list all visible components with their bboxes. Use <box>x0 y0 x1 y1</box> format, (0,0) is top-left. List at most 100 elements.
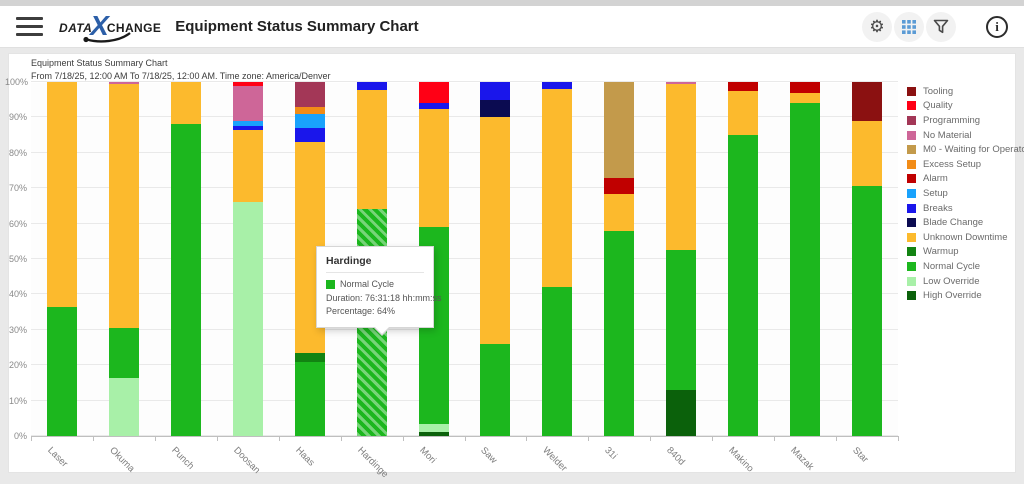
bar-segment-unknown-downtime[interactable] <box>852 120 883 187</box>
bar-segment-breaks[interactable] <box>356 82 387 90</box>
legend-swatch <box>907 247 916 257</box>
gridline <box>31 258 898 259</box>
bar-segment-unknown-downtime[interactable] <box>666 84 697 251</box>
legend-item[interactable]: Unknown Downtime <box>907 230 1024 245</box>
bar-segment-alarm[interactable] <box>728 82 759 91</box>
menu-button[interactable] <box>16 17 43 36</box>
x-axis-label: 840d <box>664 445 688 468</box>
bar-segment-quality[interactable] <box>418 82 449 104</box>
bar-segment-low-override[interactable] <box>232 202 263 436</box>
legend-item[interactable]: Alarm <box>907 172 1024 187</box>
gridline <box>31 222 898 224</box>
bar-segment-breaks[interactable] <box>418 103 449 109</box>
legend-item[interactable]: High Override <box>907 288 1024 303</box>
bar-segment-high-override[interactable] <box>418 431 449 436</box>
bar-segment-unknown-downtime[interactable] <box>170 82 201 125</box>
bar-segment-normal-cycle[interactable] <box>170 124 201 436</box>
app-header: DATA X CHANGE Equipment Status Summary C… <box>0 6 1024 48</box>
bar-segment-no-material[interactable] <box>666 82 697 85</box>
bar-segment-warmup[interactable] <box>294 352 325 362</box>
bar-segment-normal-cycle[interactable] <box>46 306 77 436</box>
header-icons: ⚙ i <box>860 11 1008 42</box>
bar-segment-m0-waiting-for-operator[interactable] <box>604 82 635 178</box>
x-axis-label: Punch <box>169 445 196 472</box>
legend-item[interactable]: Tooling <box>907 84 1024 99</box>
bar-segment-setup[interactable] <box>232 120 263 127</box>
bar-segment-no-material[interactable] <box>108 82 139 84</box>
bar-segment-unknown-downtime[interactable] <box>480 117 511 344</box>
tooltip-series-label: Normal Cycle <box>340 279 395 289</box>
legend-item[interactable]: Excess Setup <box>907 157 1024 172</box>
gridline <box>31 187 898 189</box>
bar-segment-unknown-downtime[interactable] <box>542 89 573 288</box>
bar-segment-normal-cycle[interactable] <box>790 103 821 436</box>
legend-label: Setup <box>923 187 948 199</box>
legend-item[interactable]: Blade Change <box>907 215 1024 230</box>
x-axis-label: Welder <box>540 445 570 474</box>
x-axis-label: Haas <box>292 445 317 469</box>
bar-segment-quality[interactable] <box>232 82 263 86</box>
bar-segment-normal-cycle[interactable] <box>666 250 697 390</box>
bar-segment-unknown-downtime[interactable] <box>790 92 821 104</box>
bar-segment-breaks[interactable] <box>232 126 263 130</box>
legend-label: Alarm <box>923 173 948 185</box>
legend-item[interactable]: Normal Cycle <box>907 259 1024 274</box>
legend-swatch <box>907 276 916 286</box>
bar-segment-alarm[interactable] <box>790 82 821 93</box>
bar-segment-low-override[interactable] <box>418 423 449 432</box>
bar-segment-normal-cycle[interactable] <box>852 186 883 436</box>
bar-segment-unknown-downtime[interactable] <box>728 90 759 136</box>
settings-button[interactable]: ⚙ <box>862 11 892 42</box>
bar-segment-breaks[interactable] <box>542 82 573 90</box>
x-axis-tick <box>898 436 899 441</box>
bar-segment-breaks[interactable] <box>294 128 325 143</box>
x-axis-tick <box>340 436 342 441</box>
legend-item[interactable]: Setup <box>907 186 1024 201</box>
legend-item[interactable]: M0 - Waiting for Operator <box>907 142 1024 157</box>
bar-segment-unknown-downtime[interactable] <box>418 108 449 228</box>
bar-segment-tooling[interactable] <box>852 82 883 121</box>
x-axis-tick <box>92 436 94 441</box>
bar-segment-normal-cycle[interactable] <box>108 328 139 378</box>
legend-item[interactable]: Programming <box>907 113 1024 128</box>
bar-segment-alarm[interactable] <box>604 177 635 194</box>
table-view-button[interactable] <box>894 11 924 42</box>
legend-item[interactable]: Breaks <box>907 201 1024 216</box>
bar-segment-excess-setup[interactable] <box>294 106 325 114</box>
legend-item[interactable]: Warmup <box>907 245 1024 260</box>
legend-label: Tooling <box>923 85 954 97</box>
legend-swatch <box>907 115 916 125</box>
filter-button[interactable] <box>926 11 956 42</box>
bar-segment-setup[interactable] <box>294 113 325 129</box>
tooltip-percentage: Percentage: 64% <box>326 306 396 316</box>
bar-segment-unknown-downtime[interactable] <box>46 82 77 307</box>
legend-item[interactable]: Low Override <box>907 274 1024 289</box>
y-axis-label: 50% <box>8 254 27 264</box>
bar-segment-normal-cycle[interactable] <box>604 230 635 436</box>
bar-segment-unknown-downtime[interactable] <box>604 193 635 231</box>
bar-segment-unknown-downtime[interactable] <box>356 89 387 210</box>
legend-item[interactable]: Quality <box>907 99 1024 114</box>
legend-label: Normal Cycle <box>923 260 981 272</box>
info-button[interactable]: i <box>986 15 1008 38</box>
gridline <box>31 364 898 366</box>
bar-segment-no-material[interactable] <box>232 85 263 121</box>
gridline <box>31 328 898 330</box>
bar-segment-breaks[interactable] <box>480 82 511 100</box>
bar-segment-normal-cycle[interactable] <box>294 361 325 436</box>
y-axis-label: 100% <box>5 77 29 87</box>
legend-item[interactable]: No Material <box>907 128 1024 143</box>
bar-segment-normal-cycle[interactable] <box>542 287 573 436</box>
y-axis-label: 70% <box>8 183 27 194</box>
bar-segment-blade-change[interactable] <box>480 99 511 118</box>
x-axis-label: Star <box>850 445 871 466</box>
bar-segment-low-override[interactable] <box>108 377 139 436</box>
bar-segment-unknown-downtime[interactable] <box>232 129 263 203</box>
bar-segment-normal-cycle[interactable] <box>480 343 511 436</box>
legend-swatch <box>907 203 916 213</box>
x-axis-tick <box>650 436 652 441</box>
bar-segment-programming[interactable] <box>294 82 325 107</box>
bar-segment-high-override[interactable] <box>666 389 697 436</box>
bar-segment-normal-cycle[interactable] <box>728 135 759 436</box>
bar-segment-unknown-downtime[interactable] <box>108 83 139 329</box>
